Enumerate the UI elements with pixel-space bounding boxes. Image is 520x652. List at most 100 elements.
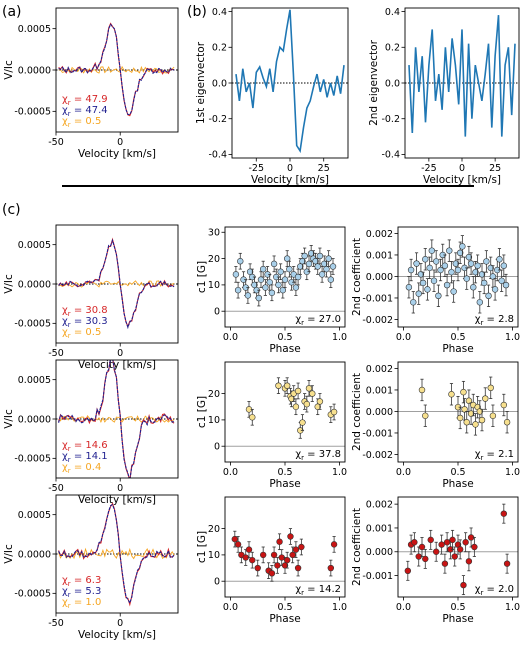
data-point — [404, 567, 412, 575]
y-tick-label: 0.2 — [385, 43, 400, 54]
y-tick-label: 20 — [208, 524, 220, 535]
data-point — [246, 268, 254, 275]
chi-symbol: χ — [475, 584, 481, 595]
panel-label-b: (b) — [187, 4, 207, 20]
chi-value: = 6.3 — [71, 575, 102, 586]
data-point — [500, 401, 508, 409]
x-axis-label: Phase — [269, 478, 300, 490]
chi-annotation: χr = 1.0 — [62, 597, 101, 610]
data-point — [281, 276, 289, 283]
x-tick-label: 1.0 — [332, 602, 347, 613]
data-point — [274, 562, 281, 569]
chi-symbol: χ — [62, 597, 68, 608]
chart-s3: χr = 37.8 0.0 0.5 1.0 20 10 0 Phase c1 [G] — [196, 361, 347, 490]
data-point — [419, 279, 427, 287]
data-point — [281, 562, 289, 569]
chi-sub: r — [68, 110, 71, 118]
y-tick-label: 0.4 — [212, 7, 227, 18]
data-point — [418, 386, 426, 394]
x-axis-label: Velocity [km/s] — [423, 174, 501, 186]
chi-sub: r — [480, 589, 483, 597]
chart-s6: χr = 2.0 0.0 0.5 1.0 0.002 0.001 0.000 -0.001 Ph… — [351, 496, 520, 625]
x-tick-label: 1.0 — [332, 332, 347, 343]
x-axis-label: Phase — [269, 613, 300, 625]
x-tick-label: 0 — [117, 137, 123, 148]
y-axis-label: V/Ic — [3, 409, 15, 429]
x-axis-label: Velocity [km/s] — [251, 174, 329, 186]
chi-sub: r — [68, 467, 71, 475]
data-point — [329, 263, 337, 270]
plot-area — [56, 22, 178, 117]
y-axis-label: 2nd eigenvector — [368, 39, 380, 125]
data-point — [459, 243, 466, 250]
y-tick-label: 0.001 — [366, 385, 393, 396]
chi-symbol: χ — [475, 449, 481, 460]
data-point — [232, 271, 240, 278]
data-point — [430, 277, 438, 284]
plot-area — [232, 9, 348, 154]
data-point — [301, 252, 308, 260]
data-point — [411, 539, 418, 546]
y-tick-label: 0.0005 — [18, 375, 51, 386]
data-point — [500, 510, 508, 517]
y-tick-label: 0.001 — [366, 523, 393, 534]
chi-value: = 47.4 — [71, 105, 108, 116]
x-axis-label: Phase — [269, 343, 300, 355]
x-tick-label: 0 — [117, 618, 123, 629]
data-point — [491, 286, 499, 293]
data-point — [270, 551, 278, 559]
chart-a: χr = 47.9χr = 47.4χr = 0.5-50 00.00050.00… — [3, 7, 179, 160]
chi-sub: r — [68, 321, 71, 329]
data-point — [254, 564, 261, 572]
data-point — [487, 384, 494, 392]
chi-annotation: χr = 0.5 — [62, 116, 101, 129]
data-point — [244, 292, 252, 299]
data-point — [283, 556, 291, 564]
chi-sub: r — [68, 99, 71, 107]
y-tick-label: 0 — [214, 307, 220, 318]
data-point — [446, 247, 453, 254]
chi-annotation: χr = 47.9 — [62, 94, 108, 107]
data-point — [283, 382, 291, 389]
data-point — [298, 543, 305, 551]
chi-symbol: χ — [62, 451, 68, 462]
data-point — [438, 541, 445, 548]
chi-sub: r — [68, 445, 71, 453]
data-point — [327, 276, 335, 283]
data-point — [448, 391, 455, 398]
data-point — [314, 263, 321, 270]
chi-sub: r — [480, 319, 483, 327]
data-point — [476, 408, 484, 415]
data-point — [294, 387, 302, 395]
data-point — [268, 570, 276, 577]
chi-symbol: χ — [62, 116, 68, 127]
data-point — [276, 538, 283, 545]
chi-value: = 47.9 — [71, 94, 108, 105]
data-point — [432, 258, 440, 265]
data-point — [268, 289, 276, 296]
data-point — [259, 265, 267, 273]
y-tick-label: 10 — [208, 550, 220, 561]
data-point — [279, 286, 287, 294]
x-tick-label: 0 — [117, 348, 123, 359]
data-point — [503, 560, 511, 567]
data-point — [472, 268, 479, 276]
data-point — [249, 414, 256, 421]
data-point — [305, 385, 313, 392]
model-profile — [58, 238, 175, 330]
y-tick-label: 0.0 — [212, 78, 227, 89]
y-axis-label: 2nd coefficient — [351, 508, 363, 586]
y-tick-label: 0 — [214, 577, 220, 588]
data-point — [251, 281, 258, 289]
y-axis-label: 1st eigenvector — [195, 41, 207, 124]
x-tick-label: 0.5 — [450, 332, 465, 343]
x-axis-label: Velocity [km/s] — [78, 629, 156, 641]
x-tick-label: 1.0 — [505, 332, 520, 343]
data-point — [262, 284, 269, 291]
data-point — [234, 541, 242, 548]
y-axis-label: c1 [G] — [196, 531, 208, 563]
axes-frame — [224, 361, 346, 463]
chi-sub: r — [480, 454, 483, 462]
data-point — [294, 564, 302, 572]
data-point — [231, 535, 239, 543]
